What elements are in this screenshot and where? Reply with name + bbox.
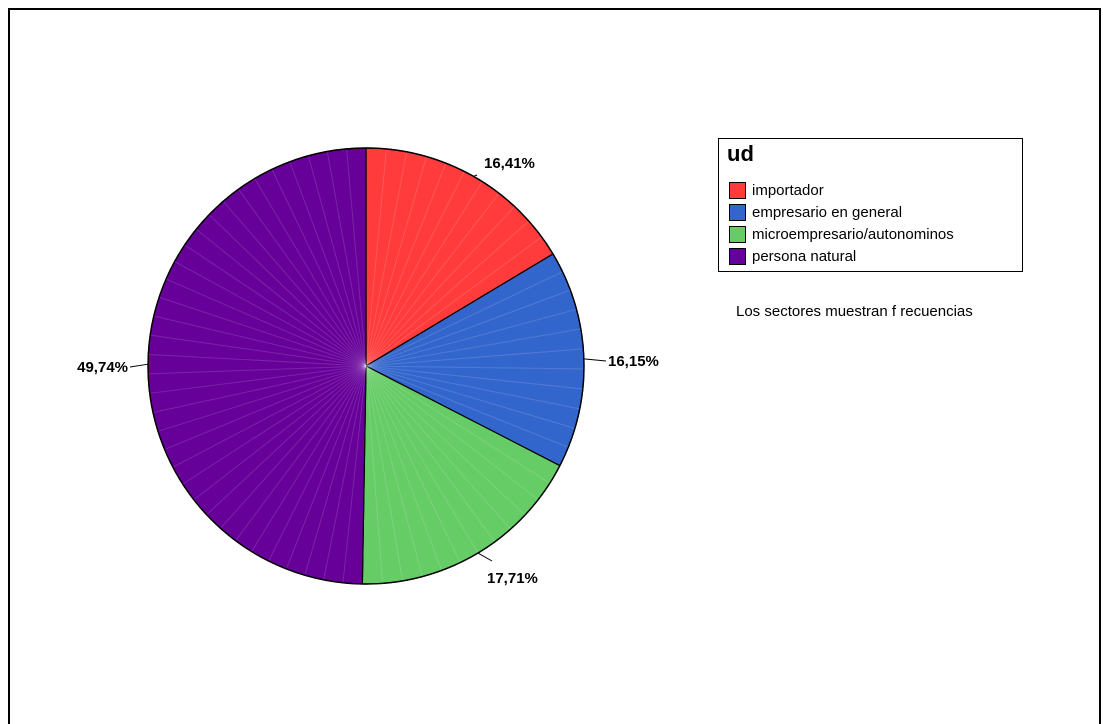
pie-facet-line — [206, 365, 367, 516]
pie-facet-line — [365, 271, 563, 367]
pie-facet-line — [235, 365, 367, 541]
pie-facet-line — [193, 365, 367, 501]
pie-facet-line — [365, 365, 496, 543]
pie-facet-line — [254, 178, 367, 367]
pie-facet-line — [220, 365, 367, 529]
pie-facet-line — [304, 365, 367, 576]
legend-label-microempresario: microempresario/autonominos — [752, 225, 954, 243]
pie-facet-line — [153, 315, 367, 367]
pie-facet-line — [365, 365, 404, 581]
data-label-microempresario: 17,71% — [487, 570, 538, 587]
pie-facet-line — [365, 365, 526, 516]
pie-facet-line — [342, 365, 367, 583]
pie-facet-line — [271, 169, 367, 367]
data-label-empresario: 16,15% — [608, 353, 659, 370]
pie-facet-line — [365, 171, 465, 367]
legend-swatch-microempresario — [729, 225, 746, 243]
pie-facet-line — [150, 334, 367, 367]
leader-line-persona-natural — [129, 363, 149, 368]
pie-outline — [147, 147, 585, 585]
pie-facet-line — [365, 365, 511, 530]
pie-facet-line — [365, 156, 427, 367]
pie-facet-line — [365, 192, 500, 367]
pie-facet-line — [152, 365, 367, 413]
pie-facet-line — [365, 289, 571, 367]
legend-item-importador: importador — [729, 179, 824, 201]
pie-facet-line — [365, 365, 551, 484]
legend: ud importador empresario en general micr… — [718, 138, 1023, 272]
pie-facet-line — [174, 261, 367, 367]
data-label-persona-natural: 49,74% — [77, 359, 128, 376]
legend-item-persona-natural: persona natural — [729, 245, 856, 267]
pie-facet-line — [164, 365, 367, 451]
pie-facet-line — [365, 308, 577, 367]
pie-facet-line — [165, 278, 367, 367]
pie-facet-line — [365, 365, 461, 563]
legend-item-empresario: empresario en general — [729, 201, 902, 223]
pie-facet-line — [365, 365, 423, 577]
pie-facet-line — [222, 200, 367, 367]
pie-facet-line — [365, 151, 408, 367]
legend-label-empresario: empresario en general — [752, 203, 903, 221]
pie-facet-line — [251, 365, 367, 552]
leader-line-microempresario — [477, 552, 493, 562]
legend-title: ud — [727, 141, 754, 166]
legend-swatch-importador — [729, 181, 746, 199]
chart-note: Los sectores muestran f recuencias — [736, 303, 973, 320]
pie-facet-line — [289, 161, 367, 367]
pie-facet-line — [346, 148, 367, 367]
pie-facet-line — [365, 365, 569, 448]
pie-facet-line — [365, 365, 479, 554]
pie-facet-line — [365, 365, 539, 501]
pie-facet-line — [148, 353, 367, 367]
pie-facet-line — [208, 214, 367, 367]
pie-facet-line — [365, 206, 515, 367]
pie-facet-line — [365, 148, 387, 367]
pie-facet-line — [365, 162, 447, 367]
pie-facet-line — [365, 365, 583, 390]
pie-facet-line — [365, 365, 384, 584]
legend-swatch-persona-natural — [729, 247, 746, 265]
legend-item-microempresario: microempresario/autonominos — [729, 223, 954, 245]
legend-label-importador: importador — [752, 181, 824, 199]
data-label-importador: 16,41% — [484, 155, 535, 172]
pie-facet-line — [268, 365, 367, 562]
pie-facet-line — [307, 155, 367, 367]
pie-facet-line — [365, 365, 580, 410]
pie-facet-line — [365, 365, 443, 571]
legend-swatch-empresario — [729, 203, 746, 221]
pie-facet-line — [365, 365, 584, 370]
pie-slice-persona-natural — [147, 147, 367, 585]
pie-facet-line — [158, 296, 367, 367]
pie-facet-line — [326, 151, 367, 367]
pie-facet-line — [365, 348, 584, 367]
pie-facet-line — [365, 328, 581, 367]
leader-line-empresario — [583, 358, 607, 362]
pie-facet-line — [172, 365, 367, 468]
pie-facet-line — [323, 365, 367, 580]
pie-facet-line — [365, 236, 542, 367]
legend-label-persona-natural: persona natural — [752, 247, 857, 265]
pie-facet-line — [285, 365, 367, 570]
pie-facet-line — [238, 188, 367, 367]
pie-facet-line — [195, 228, 367, 367]
pie-facet-line — [365, 220, 530, 367]
pie-facet-line — [182, 365, 367, 485]
pie-facet-line — [149, 365, 367, 394]
pie-facet-line — [157, 365, 367, 432]
pie-facet-line — [148, 365, 367, 375]
pie-facet-line — [365, 181, 483, 367]
pie-facet-line — [184, 244, 367, 367]
pie-facet-line — [365, 365, 576, 429]
